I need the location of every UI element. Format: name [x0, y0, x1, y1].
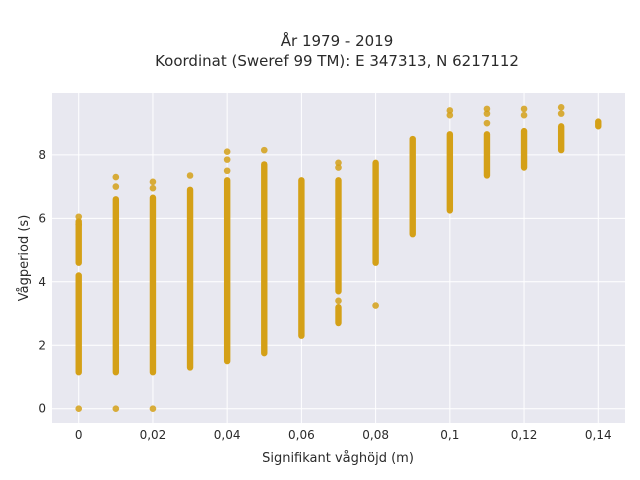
data-point — [223, 156, 231, 163]
data-points — [75, 103, 602, 413]
data-point-band — [595, 118, 602, 130]
data-point — [260, 146, 268, 154]
data-point-band — [112, 196, 120, 376]
x-axis-ticks: 0 0,02 0,04 0,06 0,08 0,1 0,12 0,14 — [75, 428, 612, 442]
data-point — [149, 405, 157, 413]
x-tick-label: 0,06 — [288, 428, 315, 442]
data-point — [483, 110, 491, 117]
x-tick-label: 0 — [75, 428, 83, 442]
y-tick-label: 2 — [38, 338, 46, 352]
data-point-band — [298, 177, 305, 339]
data-point — [446, 107, 454, 114]
data-point-band — [186, 186, 194, 371]
data-point — [557, 110, 565, 117]
x-tick-label: 0,08 — [362, 428, 389, 442]
x-tick-label: 0,04 — [214, 428, 241, 442]
data-point-band — [149, 194, 157, 376]
x-tick-label: 0,12 — [511, 428, 538, 442]
data-point — [112, 173, 120, 181]
data-point — [446, 111, 454, 119]
x-axis-label: Signifikant våghöjd (m) — [262, 451, 414, 466]
y-axis-ticks: 0 2 4 6 8 — [38, 148, 46, 416]
data-point-band — [223, 177, 231, 365]
data-point — [372, 302, 379, 309]
y-tick-label: 6 — [38, 211, 46, 225]
y-tick-label: 0 — [38, 402, 46, 416]
data-point — [335, 164, 342, 171]
data-point — [75, 405, 83, 413]
x-tick-label: 0,14 — [585, 428, 612, 442]
data-point — [557, 103, 565, 111]
data-point-band — [557, 123, 565, 154]
data-point-band — [409, 135, 416, 238]
chart-title-line-2: Koordinat (Sweref 99 TM): E 347313, N 62… — [155, 52, 519, 70]
data-point-band — [483, 131, 491, 179]
data-point-band — [520, 127, 528, 171]
y-axis-label: Vågperiod (s) — [17, 215, 32, 302]
chart-title-line-1: År 1979 - 2019 — [281, 31, 394, 50]
data-point-band — [335, 304, 342, 327]
data-point — [149, 178, 157, 186]
data-point-band — [335, 177, 342, 295]
data-point — [75, 213, 83, 221]
x-tick-label: 0,02 — [140, 428, 167, 442]
data-point — [112, 183, 120, 190]
data-point — [75, 221, 83, 228]
data-point-band — [75, 218, 82, 266]
data-point — [149, 184, 157, 192]
x-tick-label: 0,1 — [440, 428, 459, 442]
data-point-band — [261, 161, 268, 357]
data-point — [186, 172, 194, 179]
data-point — [520, 105, 528, 113]
data-point — [335, 159, 342, 167]
y-tick-label: 8 — [38, 148, 46, 162]
data-point — [520, 111, 528, 119]
y-tick-label: 4 — [38, 275, 46, 289]
data-point — [112, 405, 120, 413]
data-point — [335, 297, 342, 305]
data-point — [483, 119, 491, 127]
data-point — [223, 148, 231, 156]
data-point — [223, 167, 231, 175]
data-point — [483, 105, 491, 113]
data-point-band — [446, 131, 454, 214]
data-point-band — [75, 272, 82, 376]
data-point-band — [372, 159, 379, 266]
